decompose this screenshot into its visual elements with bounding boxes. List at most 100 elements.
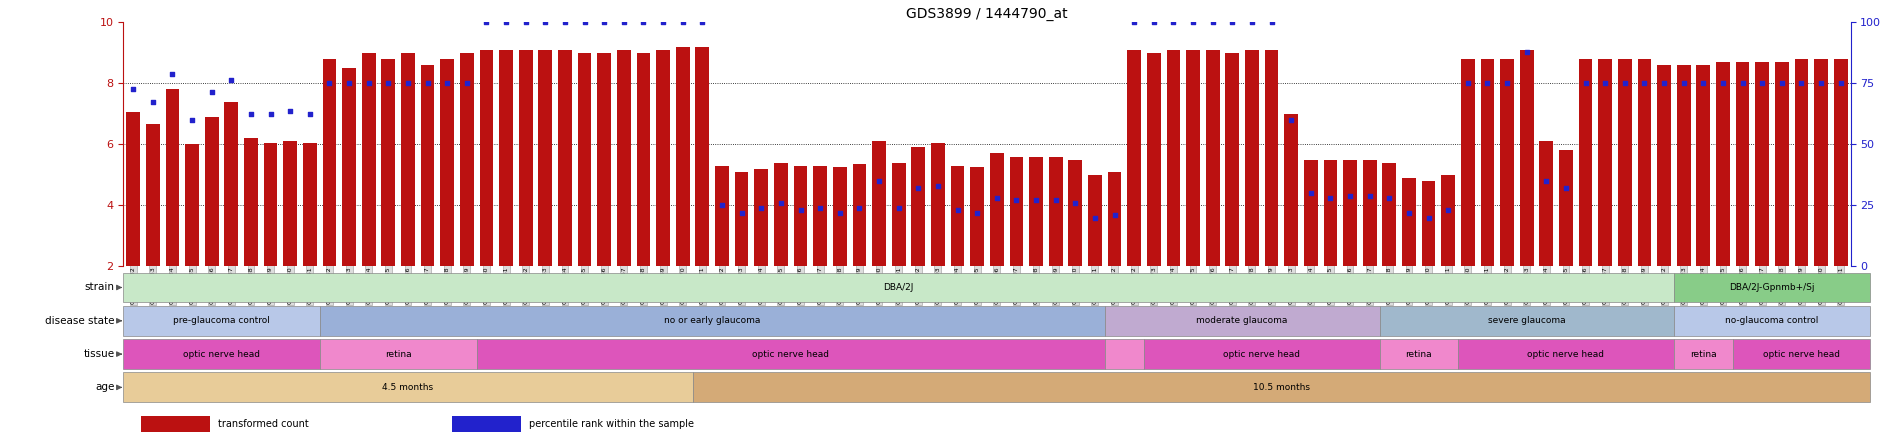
Point	[1334, 192, 1365, 199]
Point	[569, 19, 600, 26]
Point	[1452, 80, 1482, 87]
Point	[256, 110, 287, 117]
Point	[647, 19, 678, 26]
Point	[197, 89, 228, 96]
Point	[1275, 116, 1306, 123]
Bar	[1676, 65, 1691, 266]
Text: 10.5 months: 10.5 months	[1253, 383, 1310, 392]
Bar	[1146, 53, 1162, 266]
Point	[1099, 212, 1129, 219]
Bar	[1657, 65, 1670, 266]
Bar	[1441, 175, 1456, 266]
Point	[903, 185, 934, 192]
Point	[1120, 19, 1150, 26]
Point	[609, 19, 640, 26]
Point	[1198, 19, 1228, 26]
Bar	[1638, 59, 1651, 266]
Bar	[1323, 159, 1338, 266]
Bar	[1539, 141, 1553, 266]
Bar	[1598, 59, 1611, 266]
Point	[235, 110, 266, 117]
Point	[1061, 199, 1091, 206]
Bar	[363, 53, 376, 266]
Point	[1649, 80, 1680, 87]
Point	[668, 19, 698, 26]
Point	[1080, 214, 1110, 221]
Bar	[186, 144, 199, 266]
Point	[941, 207, 972, 214]
Text: retina: retina	[1689, 349, 1716, 359]
Bar	[421, 65, 435, 266]
Point	[1532, 178, 1562, 185]
Point	[412, 80, 442, 87]
Bar	[1264, 50, 1279, 266]
Bar	[499, 50, 512, 266]
Text: retina: retina	[385, 349, 412, 359]
Point	[433, 80, 463, 87]
Point	[1628, 80, 1659, 87]
Point	[1511, 48, 1541, 55]
Point	[883, 204, 913, 211]
Point	[511, 19, 541, 26]
Point	[452, 80, 482, 87]
Bar	[1716, 62, 1729, 266]
Bar	[735, 172, 748, 266]
Bar	[400, 53, 416, 266]
Point	[315, 80, 345, 87]
Bar	[754, 169, 769, 266]
Bar	[440, 59, 454, 266]
Bar	[892, 163, 905, 266]
Text: no or early glaucoma: no or early glaucoma	[664, 316, 761, 325]
Point	[1610, 80, 1640, 87]
Point	[530, 19, 560, 26]
Point	[550, 19, 581, 26]
Text: optic nerve head: optic nerve head	[1222, 349, 1300, 359]
Point	[1237, 19, 1268, 26]
Text: optic nerve head: optic nerve head	[182, 349, 260, 359]
Bar	[716, 166, 729, 266]
Text: age: age	[95, 382, 114, 392]
Text: optic nerve head: optic nerve head	[752, 349, 829, 359]
Point	[1473, 80, 1503, 87]
Point	[706, 202, 736, 209]
Bar	[319, 339, 476, 369]
Bar	[1403, 178, 1416, 266]
Bar	[1245, 50, 1258, 266]
Point	[471, 19, 501, 26]
Point	[374, 80, 404, 87]
Point	[1727, 80, 1758, 87]
Bar	[695, 47, 710, 266]
Bar	[1579, 59, 1592, 266]
Bar	[1088, 175, 1101, 266]
Point	[588, 19, 619, 26]
Bar	[381, 59, 395, 266]
Point	[1805, 80, 1835, 87]
Point	[962, 209, 993, 216]
Text: tissue: tissue	[84, 349, 114, 359]
Bar	[657, 50, 670, 266]
Point	[1256, 19, 1287, 26]
Bar	[1520, 50, 1534, 266]
Text: severe glaucoma: severe glaucoma	[1488, 316, 1566, 325]
Bar	[1380, 339, 1458, 369]
Point	[1551, 185, 1581, 192]
Bar	[1833, 59, 1847, 266]
Point	[786, 207, 816, 214]
Text: disease state: disease state	[46, 316, 114, 326]
Bar	[991, 154, 1004, 266]
Bar	[693, 373, 1870, 402]
Bar	[1756, 62, 1769, 266]
Point	[1179, 19, 1209, 26]
Bar	[1167, 50, 1181, 266]
Text: DBA/2J: DBA/2J	[883, 283, 913, 292]
Bar	[1733, 339, 1870, 369]
Bar	[1796, 59, 1809, 266]
Bar	[1144, 339, 1380, 369]
Bar	[1422, 181, 1435, 266]
Bar	[1050, 157, 1063, 266]
Bar	[480, 50, 493, 266]
Point	[158, 71, 188, 78]
Bar	[205, 117, 218, 266]
Bar	[1674, 306, 1870, 336]
Bar	[476, 339, 1105, 369]
